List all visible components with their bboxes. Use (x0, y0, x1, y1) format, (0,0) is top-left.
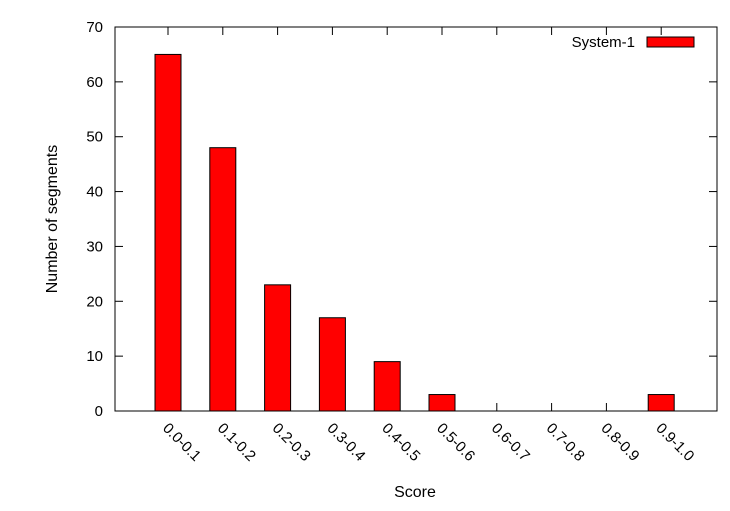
x-axis: 0.0-0.1 0.1-0.2 0.2-0.3 0.3-0.4 0.4-0.5 0.5-0… (159, 27, 697, 465)
plot-frame (114, 26, 718, 412)
legend: System-1 (572, 34, 695, 51)
y-tick-label: 40 (86, 184, 103, 201)
x-tick-label: 0.1-0.2 (214, 420, 259, 465)
bar (373, 361, 401, 412)
x-tick-label: 0.9-1.0 (652, 420, 697, 465)
bar (647, 394, 675, 412)
x-axis-title: Score (394, 484, 436, 501)
y-tick-label: 30 (86, 238, 103, 255)
y-tick-label: 50 (86, 129, 103, 146)
y-tick-label: 10 (86, 348, 103, 365)
y-tick-label: 60 (86, 74, 103, 91)
bar (209, 147, 237, 412)
x-tick-label: 0.7-0.8 (543, 420, 588, 465)
y-axis: 0 10 20 30 40 50 60 70 (86, 19, 717, 420)
x-tick-label: 0.3-0.4 (324, 420, 369, 465)
bar (154, 53, 182, 412)
legend-swatch (646, 36, 695, 48)
bars (154, 53, 675, 412)
bar (318, 317, 346, 412)
y-axis-title: Number of segments (44, 145, 61, 294)
y-tick-label: 70 (86, 19, 103, 36)
bar (264, 284, 292, 412)
x-tick-label: 0.2-0.3 (269, 420, 314, 465)
y-tick-label: 20 (86, 293, 103, 310)
x-tick-label: 0.0-0.1 (159, 420, 204, 465)
x-tick-label: 0.8-0.9 (598, 420, 643, 465)
bar (428, 394, 456, 412)
y-tick-label: 0 (95, 403, 103, 420)
x-tick-label: 0.6-0.7 (488, 420, 533, 465)
x-tick-label: 0.5-0.6 (433, 420, 478, 465)
legend-label: System-1 (572, 34, 635, 51)
x-tick-label: 0.4-0.5 (378, 420, 423, 465)
